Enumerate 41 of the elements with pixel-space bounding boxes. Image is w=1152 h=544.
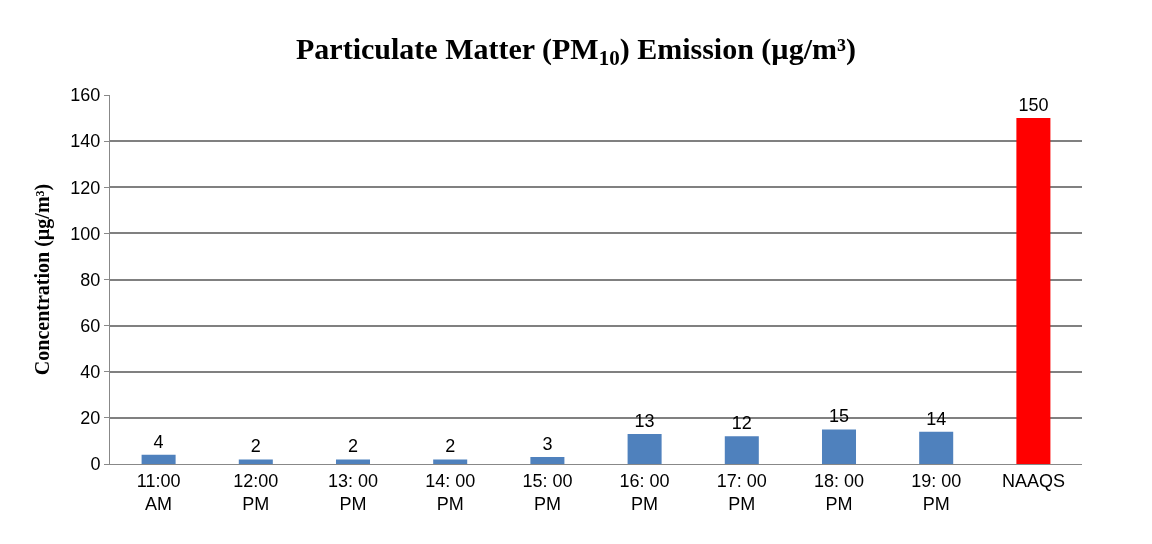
data-label: 13	[634, 411, 655, 432]
x-tick-label: 13: 00 PM	[327, 470, 379, 514]
bar	[238, 459, 273, 464]
y-tick-label: 20	[80, 408, 101, 429]
bar	[433, 459, 468, 464]
data-label: 14	[926, 408, 947, 429]
data-label: 4	[153, 431, 164, 452]
chart-title: Particulate Matter (PM$_{10}$) Emission (µg/m³)	[296, 32, 856, 71]
bar	[141, 454, 176, 464]
y-tick-label: 140	[70, 131, 101, 152]
data-label: 3	[542, 434, 553, 455]
bar	[530, 457, 565, 464]
x-tick-label: 15: 00 PM	[522, 470, 573, 514]
bar	[821, 429, 857, 464]
y-axis-title: Concentration (µg/m³)	[30, 183, 54, 376]
bar	[335, 459, 371, 464]
y-tick-label: 120	[70, 177, 101, 198]
data-label: 2	[445, 436, 456, 457]
x-tick-label: 14: 00 PM	[425, 470, 476, 514]
bar	[627, 434, 662, 464]
x-tick-label: 17: 00 PM	[716, 470, 767, 514]
y-tick-label: 100	[70, 223, 101, 244]
y-tick-label: 60	[80, 315, 101, 336]
x-tick-label: 18: 00 PM	[813, 470, 865, 514]
y-tick-label: 160	[70, 85, 101, 106]
x-tick-label: 16: 00 PM	[619, 470, 670, 514]
data-label: 2	[347, 436, 359, 457]
y-tick-label: 40	[80, 362, 101, 383]
y-tick-label: 80	[80, 269, 101, 290]
data-label: 12	[731, 413, 752, 434]
x-tick-label: 19: 00 PM	[911, 470, 962, 514]
bar	[724, 436, 759, 464]
x-tick-label: 12:00 PM	[233, 470, 279, 514]
data-label: 2	[250, 436, 261, 457]
x-tick-label: NAAQS	[1001, 470, 1065, 491]
data-label: 150	[1018, 95, 1049, 116]
x-tick-label: 11:00 AM	[136, 470, 181, 514]
bar	[919, 431, 954, 464]
data-label: 15	[828, 406, 850, 427]
bar	[1016, 118, 1051, 464]
y-tick-label: 0	[90, 454, 101, 475]
